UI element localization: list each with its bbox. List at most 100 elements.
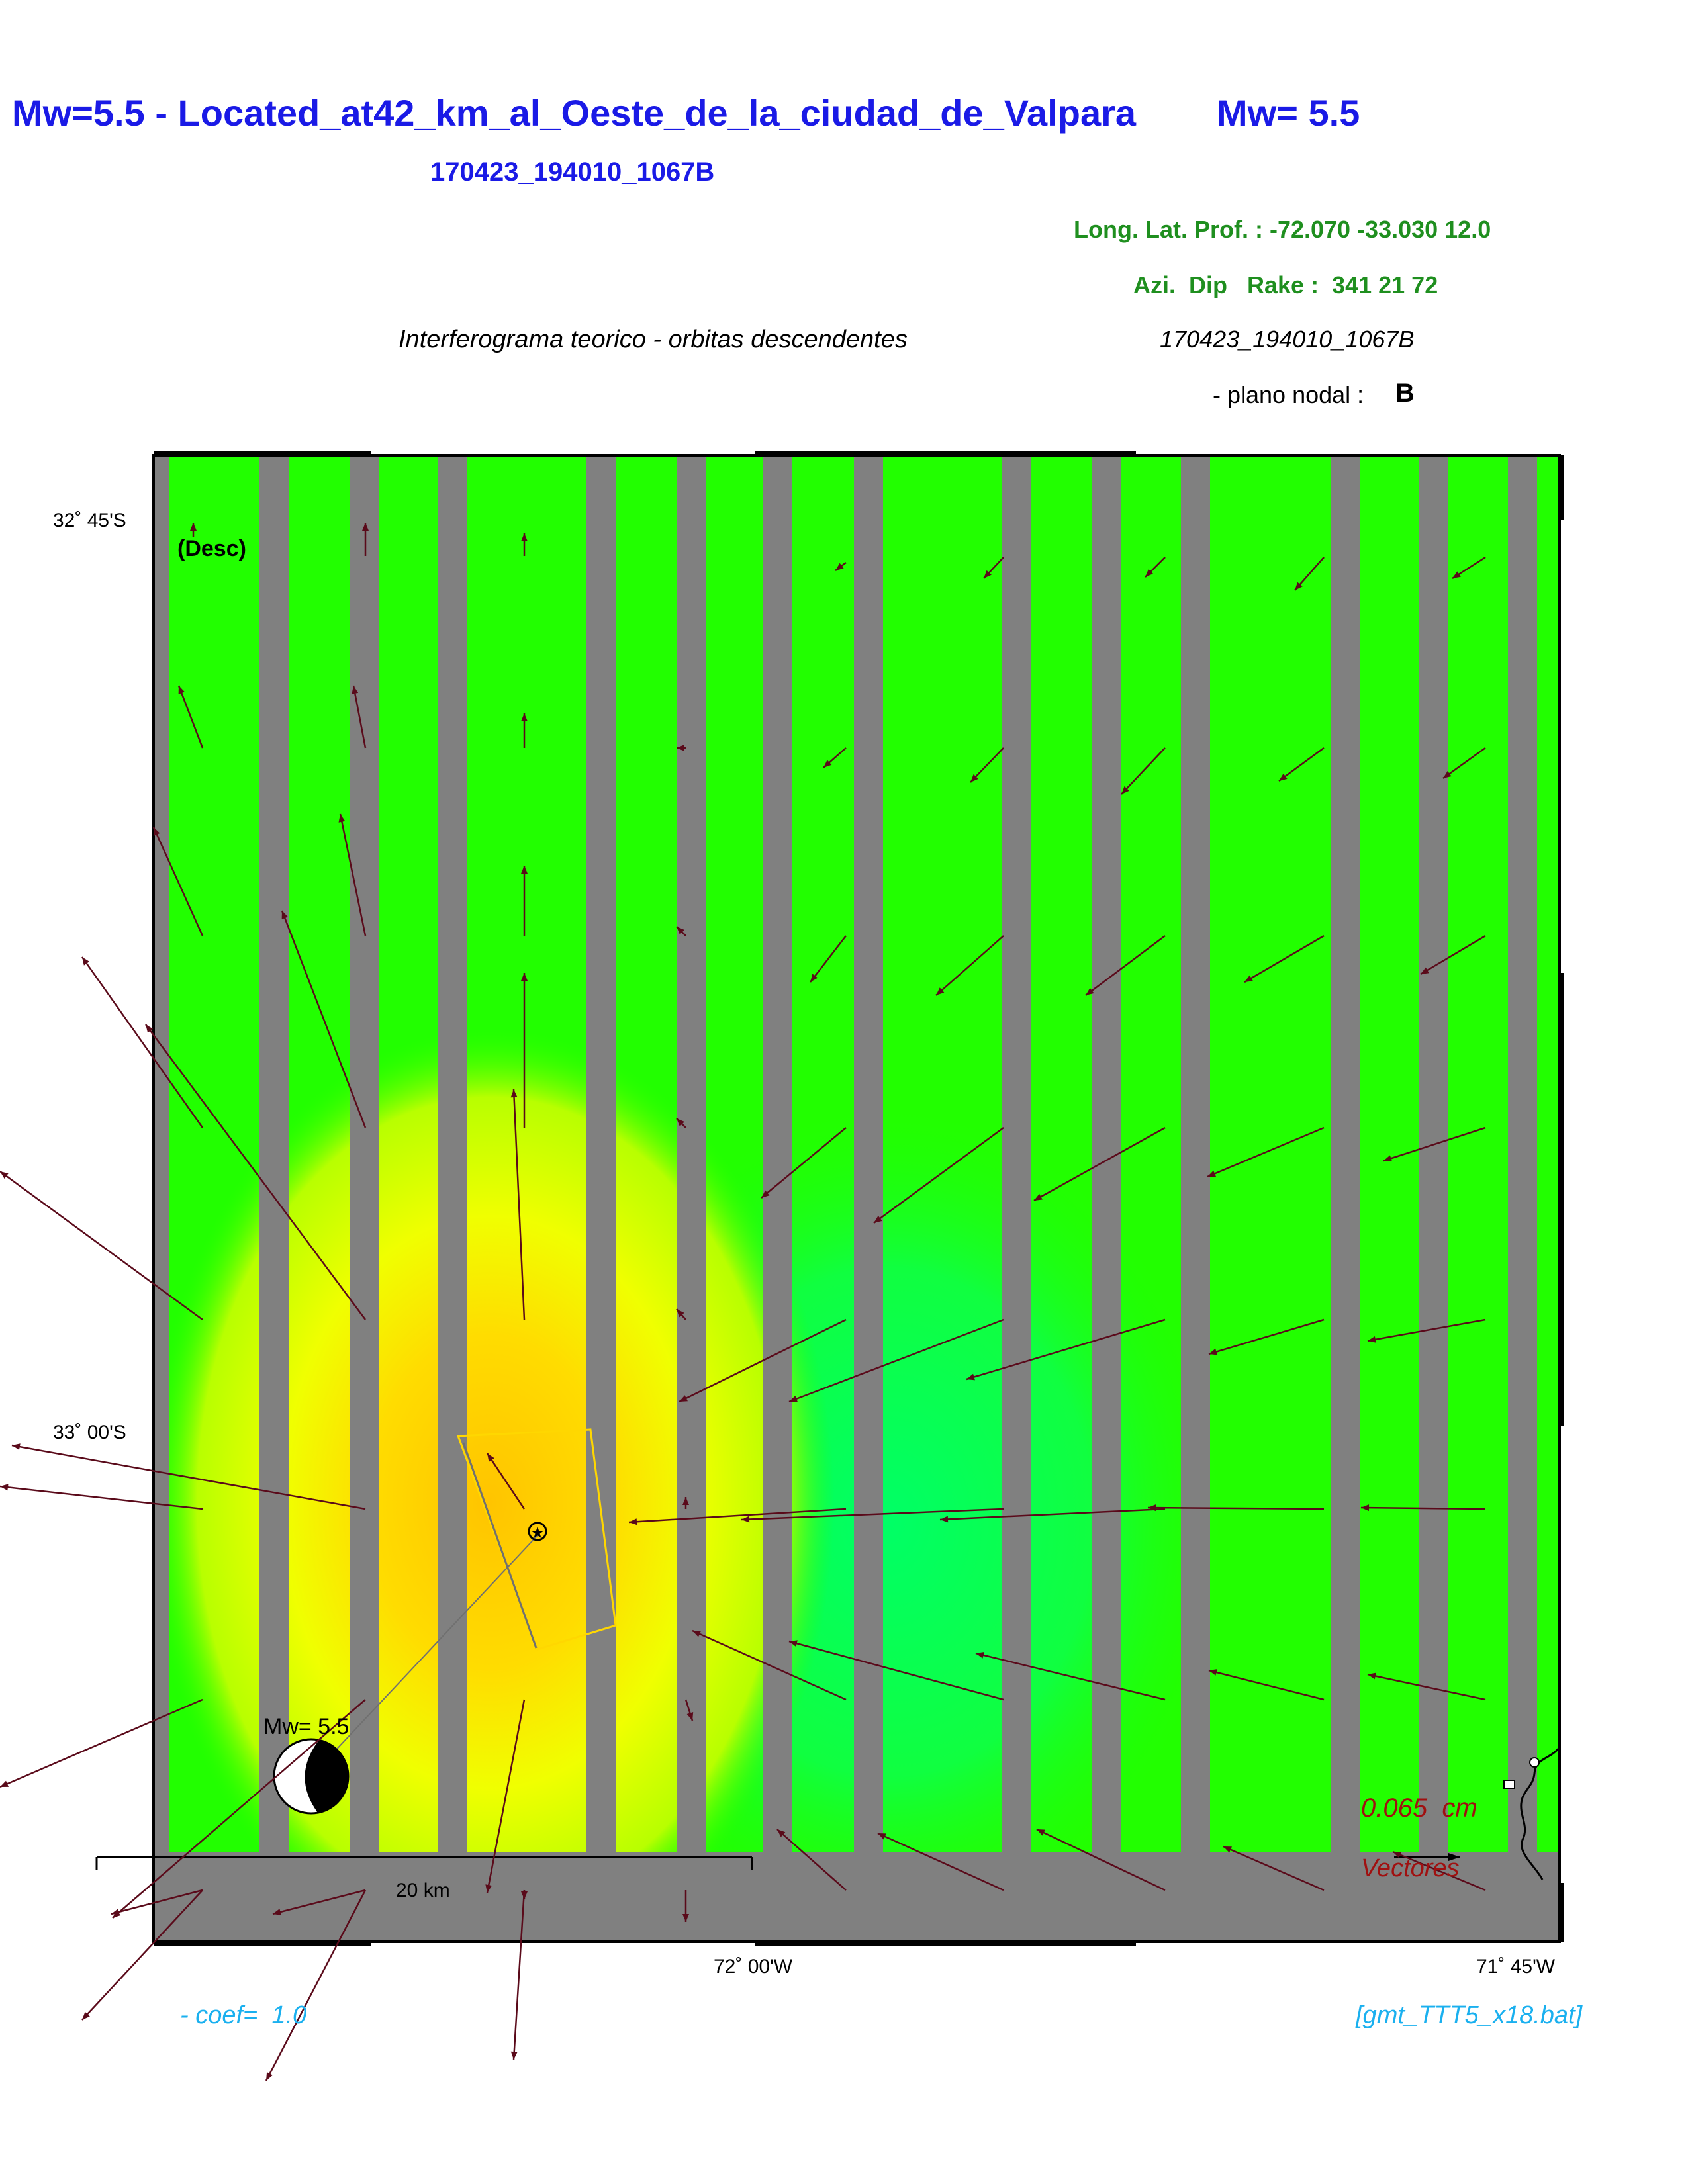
vector-arrowhead (1086, 987, 1094, 995)
vector-arrowhead (1209, 1669, 1217, 1676)
vector-arrowhead (521, 533, 528, 541)
interferogram-label: Interferograma teorico - orbitas descend… (399, 326, 908, 353)
orbit-gap-stripe (1331, 455, 1360, 1942)
vector-arrowhead (510, 2051, 518, 2060)
orbit-label: (Desc) (177, 536, 246, 561)
displacement-vector (111, 1889, 203, 1915)
vector-arrowhead (0, 1484, 9, 1491)
orbit-gap-stripe (350, 455, 379, 1942)
displacement-vector (1033, 1126, 1166, 1202)
vector-arrowhead (521, 713, 528, 721)
orbit-gap-stripe (1092, 455, 1121, 1942)
vector-arrowhead (178, 686, 185, 694)
displacement-vector (1223, 1845, 1325, 1891)
orbit-gap-stripe (1508, 455, 1537, 1942)
displacement-vector (1278, 747, 1325, 782)
displacement-vector (1208, 1669, 1325, 1701)
orbit-gap-stripes (154, 455, 1537, 1942)
vector-arrowhead (82, 957, 90, 966)
hypocenter-coords: Long. Lat. Prof. : -72.070 -33.030 12.0 (1074, 216, 1491, 243)
vector-arrowhead (1034, 1193, 1043, 1201)
displacement-vector (1244, 934, 1325, 983)
vector-arrowhead (777, 1829, 786, 1837)
vector-arrowhead (741, 1516, 750, 1523)
displacement-vector (0, 1485, 203, 1510)
vector-arrowhead (266, 2072, 273, 2081)
vector-arrowhead (338, 814, 346, 823)
displacement-vector (1208, 1318, 1325, 1355)
displacement-vector (0, 1170, 203, 1321)
displacement-vector (512, 1089, 526, 1320)
vector-arrowhead (146, 1024, 154, 1033)
displacement-vector (1085, 935, 1166, 996)
vector-arrowhead (12, 1443, 21, 1451)
vector-arrowhead (1148, 1504, 1156, 1512)
vector-arrowhead (677, 745, 684, 751)
displacement-vector (1036, 1828, 1166, 1891)
vector-arrowhead (1368, 1336, 1376, 1343)
uplift-lobe (154, 1026, 834, 1942)
event-id-italic: 170423_194010_1067B (1160, 326, 1415, 353)
vector-arrowhead (682, 1497, 689, 1505)
beachball-connector (310, 1535, 538, 1777)
displacement-vector (352, 685, 367, 749)
orbit-gap-stripe (1419, 455, 1448, 1942)
vector-arrowhead (487, 1453, 494, 1462)
vector-arrowhead (936, 987, 945, 995)
vector-arrowhead (273, 1909, 281, 1915)
vector-arrowhead (0, 1780, 9, 1787)
displacement-vector (741, 1508, 1004, 1521)
lon-label-7200: 72˚ 00'W (714, 1956, 793, 1978)
displacement-vector (81, 1889, 203, 2021)
vector-arrowhead (878, 1833, 886, 1840)
vector-arrowhead (823, 760, 832, 768)
vector-arrowhead (362, 523, 369, 531)
orbit-gap-stripe (763, 455, 792, 1942)
displacement-vector (1360, 1506, 1486, 1510)
vector-arrowhead (966, 1373, 975, 1381)
displacement-vector (81, 956, 204, 1128)
frame-ticks (154, 451, 1564, 1946)
coast-marker (1503, 1780, 1515, 1789)
vector-arrowhead (682, 1914, 689, 1922)
vector-arrowhead (1244, 975, 1253, 982)
vector-arrowhead (679, 1395, 688, 1402)
lon-label-7145: 71˚ 45'W (1476, 1956, 1556, 1978)
vector-arrowhead (521, 866, 528, 874)
displacement-vector (966, 1318, 1166, 1381)
nodal-plane-label: - plano nodal : (1213, 381, 1364, 408)
lat-label-3245: 32˚ 45'S (53, 510, 126, 531)
vector-arrowhead (629, 1518, 637, 1525)
displacement-vector (1392, 1850, 1486, 1891)
beachball-label: Mw= 5.5 (263, 1714, 350, 1739)
orbit-gap-stripe (586, 455, 616, 1942)
scale-bar (95, 1856, 753, 1870)
displacement-vector (970, 747, 1004, 783)
vector-arrowhead (1421, 967, 1429, 974)
displacement-vector (1207, 1126, 1325, 1178)
vector-arrowhead (1443, 770, 1452, 778)
vector-arrowhead (1223, 1846, 1232, 1853)
orbit-gap-stripe (1002, 455, 1031, 1942)
displacement-vector (11, 1444, 366, 1510)
vector-arrowhead (352, 686, 359, 694)
displacement-vector (144, 1024, 367, 1320)
displacement-vector (339, 813, 367, 936)
displacement-vector (628, 1508, 847, 1524)
displacement-vector (0, 1698, 203, 1788)
displacement-vector (877, 1832, 1004, 1891)
vector-arrowhead (835, 563, 844, 570)
displacement-vector (788, 1318, 1004, 1403)
epicenter-star-icon: ★ (528, 1522, 547, 1542)
vector-arrowhead (510, 1089, 518, 1098)
displacement-vector (486, 1699, 526, 1893)
vector-arrowhead (1452, 571, 1461, 578)
displacement-vector (810, 935, 847, 983)
vector-arrowhead (976, 1651, 984, 1659)
vector-arrowhead (677, 1309, 684, 1318)
script-label: [gmt_TTT5_x18.bat] (1356, 2001, 1583, 2029)
displacement-vector (975, 1652, 1166, 1701)
vector-scale-label: Vectores (1361, 1854, 1460, 1882)
displacement-vector (152, 827, 204, 936)
displacement-vector (265, 1889, 367, 2081)
